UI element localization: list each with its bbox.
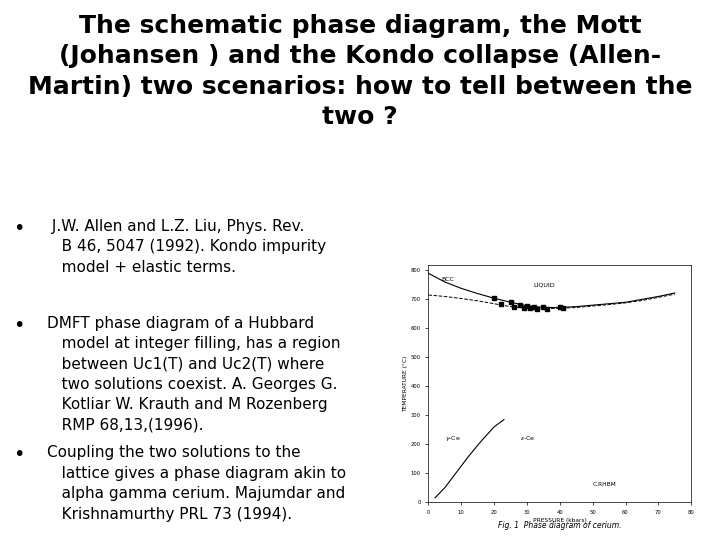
Text: Coupling the two solutions to the
   lattice gives a phase diagram akin to
   al: Coupling the two solutions to the lattic… [47, 446, 346, 522]
Text: LIQUID: LIQUID [534, 282, 555, 287]
Text: J.W. Allen and L.Z. Liu, Phys. Rev.
   B 46, 5047 (1992). Kondo impurity
   mode: J.W. Allen and L.Z. Liu, Phys. Rev. B 46… [47, 219, 326, 274]
Text: •: • [13, 446, 24, 464]
Text: Fig. 1  Phase diagram of cerium.: Fig. 1 Phase diagram of cerium. [498, 521, 621, 530]
Y-axis label: TEMPERATURE (°C): TEMPERATURE (°C) [403, 355, 408, 411]
Text: DMFT phase diagram of a Hubbard
   model at integer filling, has a region
   bet: DMFT phase diagram of a Hubbard model at… [47, 316, 341, 433]
Text: •: • [13, 316, 24, 335]
Text: BCC: BCC [441, 278, 454, 282]
Text: C.RHBM: C.RHBM [593, 482, 616, 487]
Text: $\epsilon$-Ce: $\epsilon$-Ce [521, 434, 536, 442]
Text: The schematic phase diagram, the Mott
(Johansen ) and the Kondo collapse (Allen-: The schematic phase diagram, the Mott (J… [28, 14, 692, 130]
Text: •: • [13, 219, 24, 238]
X-axis label: PRESSURE (kbars): PRESSURE (kbars) [533, 518, 587, 523]
Text: $\gamma$-Ce: $\gamma$-Ce [445, 434, 461, 443]
